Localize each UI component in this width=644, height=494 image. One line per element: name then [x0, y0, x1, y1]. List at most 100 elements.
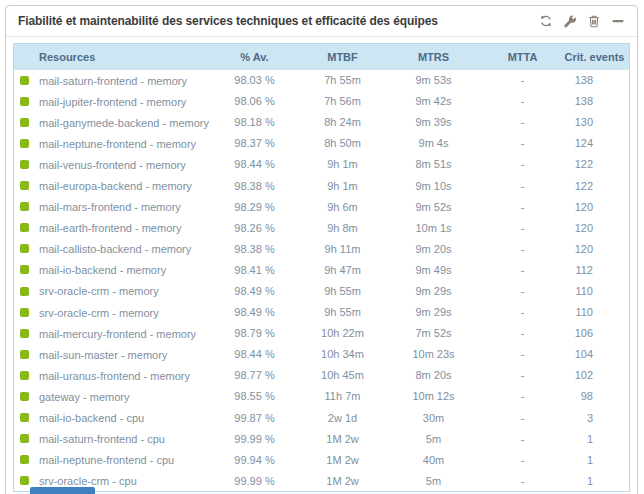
table-container: Resources % Av. MTBF MTRS MTTA Crit. eve…: [6, 37, 637, 494]
status-ok-icon: [20, 413, 29, 422]
availability-value: 98.77 %: [211, 365, 299, 386]
availability-value: 98.44 %: [211, 154, 299, 175]
table-row[interactable]: mail-neptune-frontend - memory 98.37 % 8…: [14, 133, 630, 154]
mtta-value: -: [481, 386, 565, 407]
column-header-availability[interactable]: % Av.: [211, 44, 299, 70]
status-ok-icon: [20, 350, 29, 359]
mtrs-value: 9m 20s: [387, 238, 481, 259]
mtrs-value: 9m 53s: [387, 70, 481, 91]
crit-events-value: 102: [565, 365, 630, 386]
mtrs-value: 30m: [387, 407, 481, 428]
column-header-crit-events[interactable]: Crit. events: [565, 44, 630, 70]
trash-icon[interactable]: [587, 14, 601, 28]
availability-value: 99.87 %: [211, 407, 299, 428]
status-ok-icon: [20, 160, 29, 169]
availability-value: 98.26 %: [211, 217, 299, 238]
mtbf-value: 1M 2w: [299, 449, 387, 470]
crit-events-value: 122: [565, 175, 630, 196]
table-row[interactable]: mail-io-backend - memory 98.41 % 9h 47m …: [14, 259, 630, 280]
mtrs-value: 9m 10s: [387, 175, 481, 196]
table-row[interactable]: mail-europa-backend - memory 98.38 % 9h …: [14, 175, 630, 196]
mtbf-value: 9h 55m: [299, 302, 387, 323]
mtrs-value: 10m 1s: [387, 217, 481, 238]
crit-events-value: 106: [565, 323, 630, 344]
status-ok-icon: [20, 223, 29, 232]
column-header-mtrs[interactable]: MTRS: [387, 44, 481, 70]
mtbf-value: 1M 2w: [299, 470, 387, 492]
refresh-icon[interactable]: [539, 14, 553, 28]
resource-name: mail-mercury-frontend - memory: [39, 328, 196, 340]
resource-name: mail-neptune-frontend - cpu: [39, 454, 174, 466]
availability-value: 98.06 %: [211, 91, 299, 112]
collapse-icon[interactable]: [611, 14, 625, 28]
widget-title: Fiabilité et maintenabilité des services…: [18, 14, 438, 28]
mtbf-value: 10h 22m: [299, 323, 387, 344]
table-row[interactable]: srv-oracle-crm - cpu 99.99 % 1M 2w 5m - …: [14, 470, 630, 492]
resource-name: srv-oracle-crm - memory: [39, 286, 159, 298]
mtta-value: -: [481, 365, 565, 386]
table-row[interactable]: mail-venus-frontend - memory 98.44 % 9h …: [14, 154, 630, 175]
mtbf-value: 9h 8m: [299, 217, 387, 238]
availability-value: 98.38 %: [211, 175, 299, 196]
table-row[interactable]: mail-io-backend - cpu 99.87 % 2w 1d 30m …: [14, 407, 630, 428]
column-header-mtta[interactable]: MTTA: [481, 44, 565, 70]
resource-name: mail-saturn-frontend - memory: [39, 75, 187, 87]
mtrs-value: 9m 4s: [387, 133, 481, 154]
mtbf-value: 10h 34m: [299, 344, 387, 365]
table-row[interactable]: mail-mars-frontend - memory 98.29 % 9h 6…: [14, 196, 630, 217]
resource-name: mail-venus-frontend - memory: [39, 159, 186, 171]
table-row[interactable]: mail-ganymede-backend - memory 98.18 % 8…: [14, 112, 630, 133]
table-row[interactable]: gateway - memory 98.55 % 11h 7m 10m 12s …: [14, 386, 630, 407]
mtta-value: -: [481, 112, 565, 133]
mtta-value: -: [481, 217, 565, 238]
mtbf-value: 2w 1d: [299, 407, 387, 428]
status-ok-icon: [20, 287, 29, 296]
status-ok-icon: [20, 244, 29, 253]
crit-events-value: 120: [565, 217, 630, 238]
table-row[interactable]: mail-earth-frontend - memory 98.26 % 9h …: [14, 217, 630, 238]
table-row[interactable]: mail-jupiter-frontend - memory 98.06 % 7…: [14, 91, 630, 112]
status-ok-icon: [20, 392, 29, 401]
crit-events-value: 130: [565, 112, 630, 133]
table-row[interactable]: mail-sun-master - memory 98.44 % 10h 34m…: [14, 344, 630, 365]
table-row[interactable]: mail-mercury-frontend - memory 98.79 % 1…: [14, 323, 630, 344]
mtbf-value: 10h 45m: [299, 365, 387, 386]
crit-events-value: 124: [565, 133, 630, 154]
table-row[interactable]: srv-oracle-crm - memory 98.49 % 9h 55m 9…: [14, 280, 630, 301]
mtta-value: -: [481, 91, 565, 112]
crit-events-value: 98: [565, 386, 630, 407]
column-header-resources[interactable]: Resources: [14, 44, 211, 70]
mtbf-value: 9h 11m: [299, 238, 387, 259]
mtta-value: -: [481, 133, 565, 154]
mtta-value: -: [481, 154, 565, 175]
status-ok-icon: [20, 202, 29, 211]
table-row[interactable]: mail-saturn-frontend - cpu 99.99 % 1M 2w…: [14, 428, 630, 449]
crit-events-value: 110: [565, 302, 630, 323]
mtta-value: -: [481, 323, 565, 344]
mtbf-value: 7h 56m: [299, 91, 387, 112]
mtbf-value: 1M 2w: [299, 428, 387, 449]
resource-name: mail-sun-master - memory: [39, 349, 167, 361]
resource-name: mail-io-backend - cpu: [39, 412, 144, 424]
status-ok-icon: [20, 97, 29, 106]
mtbf-value: 8h 50m: [299, 133, 387, 154]
availability-value: 98.18 %: [211, 112, 299, 133]
mtrs-value: 8m 20s: [387, 365, 481, 386]
table-row[interactable]: srv-oracle-crm - memory 98.49 % 9h 55m 9…: [14, 302, 630, 323]
resource-name: mail-uranus-frontend - memory: [39, 370, 190, 382]
wrench-icon[interactable]: [563, 14, 577, 28]
availability-value: 99.94 %: [211, 449, 299, 470]
table-row[interactable]: mail-neptune-frontend - cpu 99.94 % 1M 2…: [14, 449, 630, 470]
widget-titlebar: Fiabilité et maintenabilité des services…: [6, 6, 637, 37]
table-row[interactable]: mail-uranus-frontend - memory 98.77 % 10…: [14, 365, 630, 386]
mtta-value: -: [481, 428, 565, 449]
mtrs-value: 9m 29s: [387, 280, 481, 301]
metrics-table: Resources % Av. MTBF MTRS MTTA Crit. eve…: [13, 43, 630, 492]
resource-name: mail-mars-frontend - memory: [39, 201, 181, 213]
table-row[interactable]: mail-saturn-frontend - memory 98.03 % 7h…: [14, 70, 630, 91]
status-ok-icon: [20, 329, 29, 338]
mtbf-value: 8h 24m: [299, 112, 387, 133]
availability-value: 98.44 %: [211, 344, 299, 365]
table-row[interactable]: mail-callisto-backend - memory 98.38 % 9…: [14, 238, 630, 259]
column-header-mtbf[interactable]: MTBF: [299, 44, 387, 70]
